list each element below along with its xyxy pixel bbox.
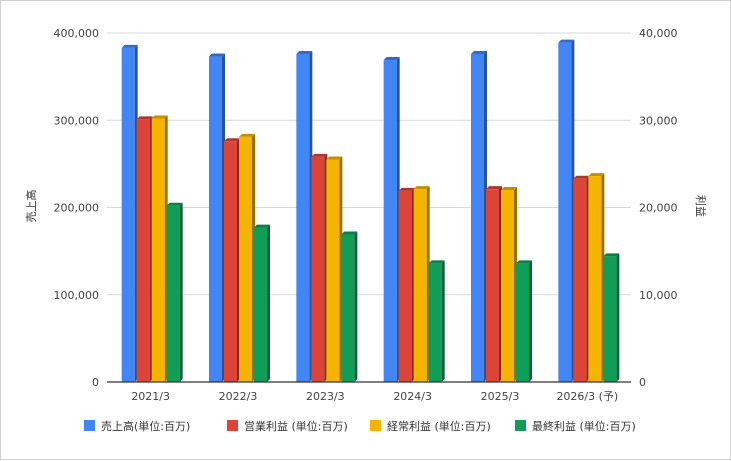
bar (341, 234, 355, 382)
y-tick-left: 0 (92, 376, 99, 389)
x-tick-label: 2021/3 (131, 390, 170, 403)
bar-top (428, 260, 445, 264)
legend-swatch (84, 420, 95, 431)
bar (603, 256, 617, 382)
y-tick-right: 20,000 (639, 202, 678, 215)
legend-swatch (227, 420, 238, 431)
bar (573, 178, 587, 382)
x-tick-label: 2025/3 (481, 390, 520, 403)
axes: 0 0 100,000 10,000 200,000 20,000 300,000 30,00… (54, 27, 678, 403)
bar-top (413, 186, 430, 190)
bar-top (254, 224, 270, 228)
bar (516, 263, 529, 382)
legend-swatch (370, 420, 381, 431)
bar (296, 53, 310, 382)
bar-top (209, 53, 225, 57)
bar-side (529, 260, 532, 382)
bar-top (516, 260, 532, 264)
bar (383, 60, 397, 383)
legend-swatch (515, 420, 526, 431)
y-tick-left: 100,000 (54, 289, 100, 302)
bar (558, 42, 572, 382)
gridlines (107, 32, 631, 296)
bars (121, 39, 620, 383)
bar-top (136, 116, 153, 120)
bar-top (224, 138, 240, 142)
y-tick-left: 300,000 (54, 114, 100, 127)
bar (398, 190, 412, 382)
bar-top (603, 253, 620, 257)
bar-top (296, 50, 313, 54)
bar-top (471, 50, 487, 54)
y-axis-title-left: 売上高 (24, 190, 38, 223)
y-tick-left: 200,000 (54, 202, 100, 215)
y-tick-left: 400,000 (54, 27, 100, 40)
bar (588, 176, 602, 382)
bar-top (398, 187, 415, 191)
bar-top (151, 115, 168, 119)
y-axis-title-right: 利益 (694, 195, 708, 217)
bar-top (486, 186, 502, 190)
y-tick-right: 40,000 (639, 27, 678, 40)
bar-side (179, 202, 183, 382)
bar (326, 159, 340, 382)
bar (239, 136, 252, 382)
x-tick-label: 2024/3 (393, 390, 432, 403)
legend-label: 売上高(単位:百万) (101, 419, 190, 433)
bar-top (588, 173, 605, 177)
legend-label: 営業利益 (単位:百万) (244, 419, 348, 433)
y-tick-right: 0 (639, 376, 646, 389)
bar-top (239, 133, 255, 137)
bar (428, 263, 442, 382)
bar-top (501, 187, 517, 191)
x-tick-label: 2026/3 (予) (556, 390, 618, 403)
bar (254, 227, 267, 382)
bar-top (341, 231, 358, 235)
legend: 売上高(単位:百万) 営業利益 (単位:百万) 経常利益 (単位:百万) 最終利益 (… (84, 419, 636, 433)
bar-top (326, 156, 343, 160)
y-tick-right: 10,000 (639, 289, 678, 302)
bar (486, 189, 499, 382)
bar (166, 205, 180, 382)
bar (151, 118, 165, 382)
bar (413, 189, 427, 382)
bar-side (354, 231, 358, 382)
bar (224, 141, 237, 382)
y-tick-right: 30,000 (639, 114, 678, 127)
bar (136, 119, 150, 382)
legend-label: 最終利益 (単位:百万) (532, 419, 636, 433)
bar (209, 56, 222, 383)
bar-top (311, 153, 328, 157)
bar (121, 47, 135, 383)
legend-label: 経常利益 (単位:百万) (387, 419, 491, 433)
bar-side (267, 224, 270, 382)
bar (311, 156, 325, 382)
bar-top (166, 202, 183, 206)
bar-side (616, 253, 620, 382)
bar-top (573, 175, 590, 179)
x-tick-label: 2022/3 (219, 390, 258, 403)
bar (471, 53, 484, 382)
bar-side (441, 260, 445, 382)
bar-top (558, 39, 575, 43)
bar-top (121, 44, 138, 48)
bar (501, 190, 514, 382)
bar-top (383, 57, 400, 61)
x-tick-label: 2023/3 (306, 390, 345, 403)
